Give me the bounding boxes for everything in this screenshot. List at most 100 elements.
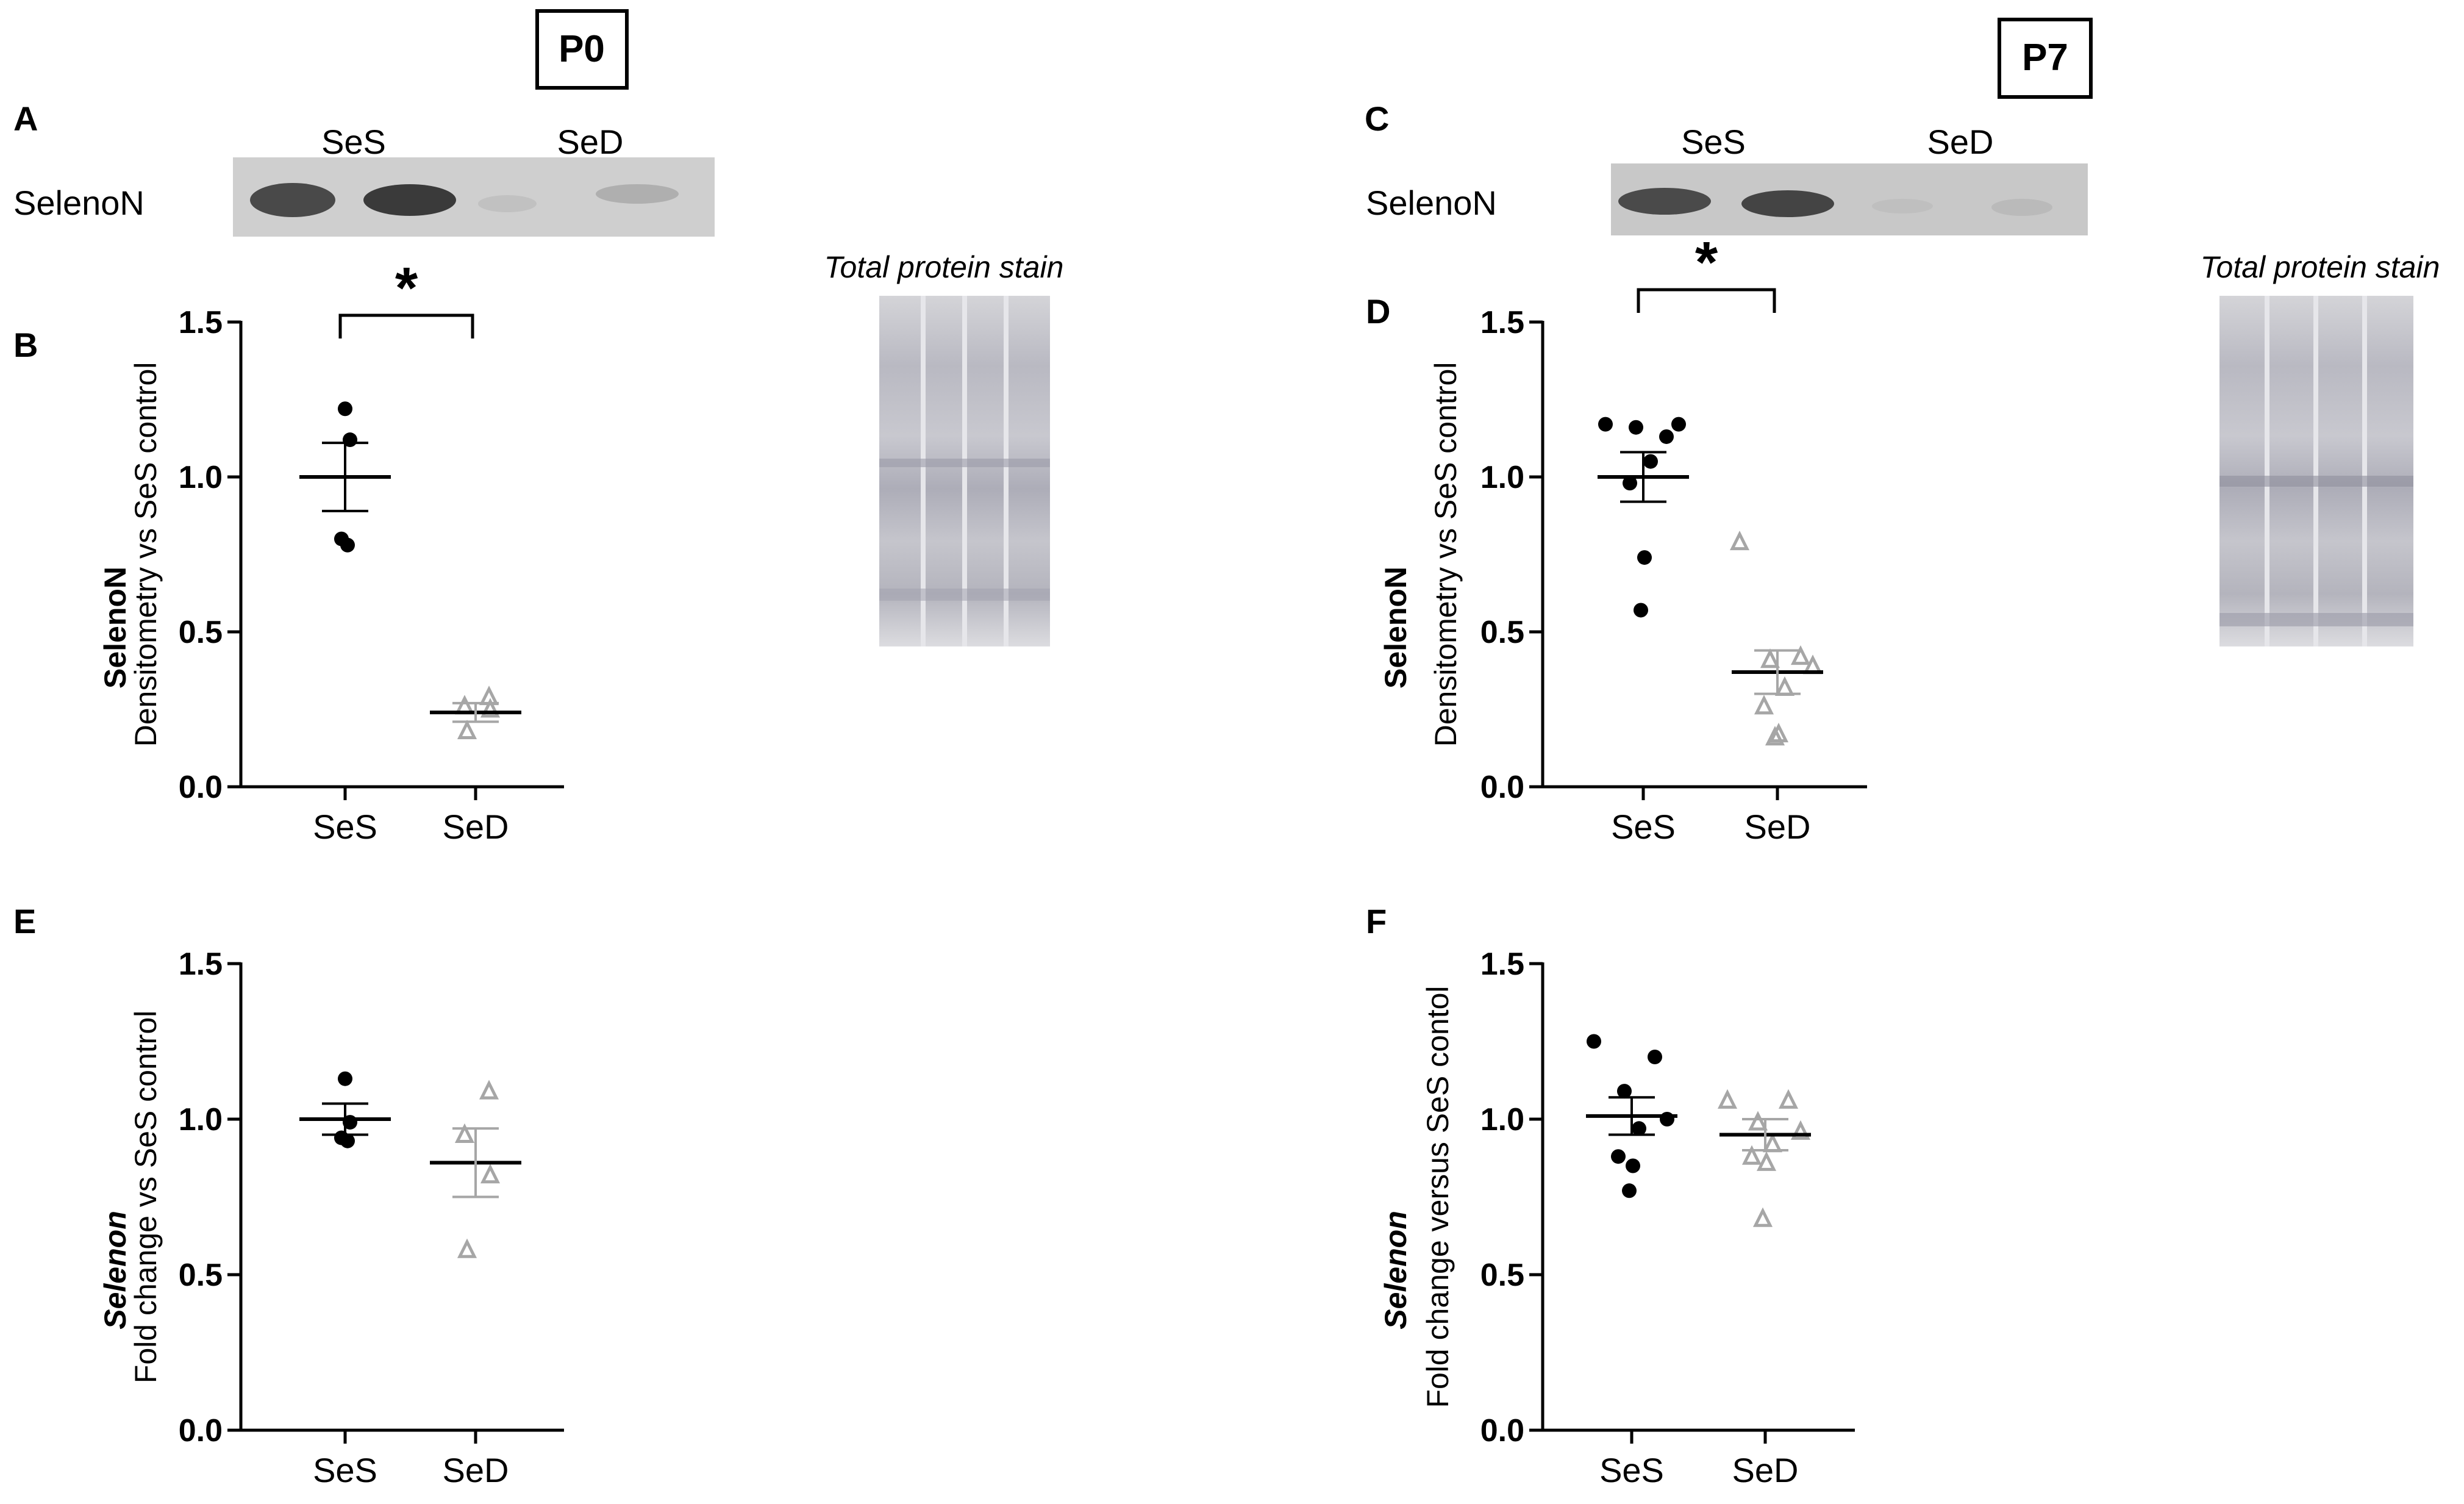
y-axis-title-gene-f: Selenon [1379,1211,1413,1329]
y-axis-title-e: Fold change vs SeS control [129,1011,163,1383]
x-tick-label-f-1: SeD [1732,1451,1799,1489]
panel-letter-a: A [13,99,38,138]
data-point-d-ses-0 [1598,417,1613,432]
timepoint-box-p7: P7 [1998,18,2093,99]
data-point-b-ses-3 [340,537,355,553]
data-point-f-ses-1 [1648,1050,1662,1064]
y-tick-label-e-1: 0.5 [179,1258,223,1293]
x-tick-label-b-1: SeD [443,808,509,846]
data-point-f-sed-4 [1762,1133,1783,1153]
data-point-d-sed-1 [1790,645,1811,665]
data-point-e-sed-2 [480,1164,501,1184]
data-point-e-ses-3 [340,1133,355,1148]
data-point-e-sed-3 [457,1238,477,1258]
data-point-d-ses-3 [1671,417,1686,432]
x-tick-label-b-0: SeS [313,808,377,846]
total-protein-stain-p0 [879,296,1050,646]
y-axis-title-gene-b: SelenoN [98,567,132,689]
panel-letter-f: F [1366,902,1387,940]
x-tick-label-d-1: SeD [1744,808,1811,846]
y-axis-title-b: Densitometry vs SeS control [129,362,163,747]
panel-letter-c: C [1365,99,1389,138]
significance-bracket-d [1637,288,1776,313]
significance-marker-d: * [1695,230,1718,295]
y-tick-label-b-1: 0.5 [179,615,223,650]
data-point-f-sed-5 [1741,1145,1762,1165]
chart-panel-d: D 0.0 0.5 1.0 1.5 SeS SeD SelenoN Densitometry v… [1366,230,1867,846]
data-point-f-sed-3 [1790,1120,1811,1140]
blot-c-lane-ses-label: SeS [1681,123,1746,161]
blot-c-lane-sed-label: SeD [1927,123,1994,161]
data-point-d-sed-5 [1754,695,1774,715]
y-tick-label-e-2: 1.0 [179,1102,223,1137]
data-point-d-ses-5 [1623,476,1637,491]
y-axis-title-f: Fold change versus SeS contol [1421,986,1455,1408]
y-tick-label-f-3: 1.5 [1480,947,1524,982]
blot-a-protein-label: SelenoN [13,184,145,222]
data-point-f-ses-5 [1611,1149,1626,1164]
data-point-d-sed-6 [1768,723,1789,743]
data-point-e-sed-0 [479,1080,499,1100]
y-tick-label-b-3: 1.5 [179,305,223,340]
y-tick-label-e-3: 1.5 [179,947,223,982]
data-point-f-sed-2 [1748,1111,1768,1131]
data-point-f-sed-0 [1717,1089,1738,1109]
y-tick-label-e-0: 0.0 [179,1413,223,1448]
y-tick-label-f-0: 0.0 [1480,1413,1524,1448]
data-point-d-sed-0 [1729,531,1750,551]
timepoint-box-p0: P0 [535,9,629,90]
total-protein-label-p7: Total protein stain [2201,250,2440,284]
data-point-d-ses-4 [1643,454,1658,469]
data-point-f-ses-0 [1587,1034,1601,1049]
data-point-d-sed-4 [1774,676,1795,696]
blot-a-image [233,157,715,237]
data-point-b-ses-0 [338,401,352,417]
y-tick-label-d-3: 1.5 [1480,305,1524,340]
y-axis-title-gene-d: SelenoN [1379,567,1413,689]
blot-a-lane-sed-label: SeD [557,123,624,161]
data-point-d-sed-2 [1760,648,1780,668]
x-tick-label-f-0: SeS [1599,1451,1664,1489]
blot-a-lane-ses-label: SeS [321,123,386,161]
blot-c-protein-label: SelenoN [1366,184,1497,222]
panel-letter-d: D [1366,292,1390,331]
y-tick-label-d-1: 0.5 [1480,615,1524,650]
data-point-d-sed-7 [1765,726,1785,746]
panel-letter-b: B [13,326,38,364]
x-tick-label-e-1: SeD [443,1451,509,1489]
data-point-e-ses-0 [338,1071,352,1086]
y-axis-title-gene-e: Selenon [98,1211,132,1329]
x-tick-label-d-0: SeS [1611,808,1676,846]
data-point-f-ses-3 [1660,1112,1674,1126]
timepoint-label-p7: P7 [2022,37,2068,79]
data-point-d-ses-6 [1637,550,1652,565]
x-tick-label-e-0: SeS [313,1451,377,1489]
significance-bracket-b [338,313,474,338]
y-tick-label-b-2: 1.0 [179,460,223,495]
chart-panel-f: F 0.0 0.5 1.0 1.5 SeS SeD Selenon Fold change ve… [1366,902,1855,1489]
data-point-d-ses-7 [1634,603,1648,618]
data-point-b-sed-3 [457,719,477,740]
significance-marker-b: * [395,256,418,321]
y-tick-label-f-2: 1.0 [1480,1102,1524,1137]
y-tick-label-d-2: 1.0 [1480,460,1524,495]
total-protein-label-p0: Total protein stain [824,250,1064,284]
data-point-b-sed-2 [480,698,501,718]
data-point-f-ses-2 [1617,1084,1632,1099]
data-point-d-ses-1 [1659,429,1674,444]
timepoint-label-p0: P0 [559,28,605,70]
blot-c-image [1611,163,2088,235]
panel-letter-e: E [13,902,36,940]
data-point-f-ses-4 [1632,1121,1646,1136]
total-protein-stain-p7 [2219,296,2413,646]
data-point-f-sed-6 [1756,1151,1777,1171]
y-axis-title-d: Densitometry vs SeS control [1429,362,1463,747]
y-tick-label-b-0: 0.0 [179,770,223,805]
data-point-f-sed-1 [1778,1089,1799,1109]
data-point-f-ses-7 [1622,1183,1637,1198]
data-point-d-ses-2 [1629,420,1643,435]
data-point-f-ses-6 [1626,1158,1640,1173]
